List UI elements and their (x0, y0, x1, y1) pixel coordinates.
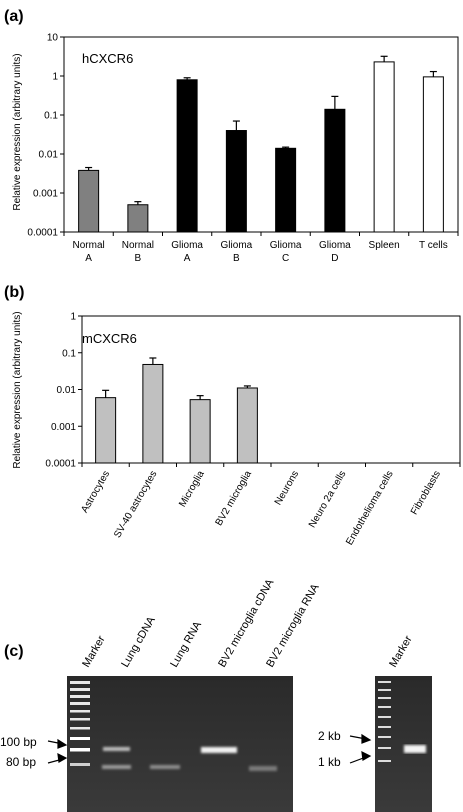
bar (78, 169, 100, 233)
panel-label-c: (c) (4, 643, 24, 660)
y-tick-label: 0.01 (39, 150, 59, 161)
x-tick-label: Glioma (319, 240, 351, 251)
y-tick-label: 0.01 (57, 385, 77, 396)
gel-image-right (375, 676, 432, 812)
bar (176, 79, 198, 233)
x-tick-label: Neurons (273, 469, 301, 507)
y-tick-label: 0.001 (51, 422, 76, 433)
chart-b-title: mCXCR6 (82, 331, 137, 346)
chart-a: Relative expression (arbitrary units) hC… (12, 33, 459, 264)
x-tick-label: SV-40 astrocytes (112, 469, 159, 540)
x-tick-label: Fibroblasts (409, 469, 443, 517)
y-tick-label: 10 (47, 33, 59, 44)
bar (373, 61, 395, 233)
plot-frame (63, 36, 459, 233)
bar (95, 397, 117, 464)
size-label-1kb: 1 kb (318, 755, 341, 769)
x-tick-label: B (233, 253, 240, 264)
x-tick-label: Neuro 2a cells (307, 469, 348, 530)
x-tick-label: Glioma (171, 240, 203, 251)
y-tick-label: 0.1 (44, 111, 58, 122)
bar (422, 76, 444, 233)
size-label-80bp: 80 bp (6, 755, 36, 769)
gel-band-right (404, 745, 426, 753)
bar (127, 204, 149, 233)
chart-a-ylabel: Relative expression (arbitrary units) (12, 53, 23, 210)
lane-label-right-marker: Marker (387, 634, 415, 670)
y-tick-label: 1 (70, 312, 76, 323)
x-tick-label: D (331, 253, 338, 264)
y-tick-label: 0.0001 (27, 228, 58, 239)
chart-b: Relative expression (arbitrary units) mC… (12, 311, 461, 547)
bar (225, 130, 247, 233)
y-tick-label: 1 (52, 72, 58, 83)
lane-label-lung-rna: Lung RNA (168, 619, 204, 670)
x-tick-label: Microglia (177, 469, 207, 510)
x-tick-label: A (85, 253, 92, 264)
size-label-2kb: 2 kb (318, 729, 341, 743)
lane-label-lung-cdna: Lung cDNA (119, 614, 158, 669)
marker-ladder-left (70, 681, 90, 766)
bar (142, 363, 164, 464)
arrow-icon (349, 733, 372, 764)
bar (275, 147, 297, 233)
x-tick-label: A (184, 253, 191, 264)
x-tick-label: C (282, 253, 289, 264)
x-tick-label: Spleen (369, 240, 400, 251)
x-tick-label: Normal (122, 240, 154, 251)
y-tick-label: 0.0001 (45, 459, 76, 470)
lane-label-bv2-rna: BV2 microglia RNA (264, 581, 322, 669)
x-tick-label: Normal (73, 240, 105, 251)
x-tick-label: Glioma (221, 240, 253, 251)
y-tick-label: 0.1 (62, 348, 76, 359)
marker-ladder-right (378, 681, 391, 762)
arrow-icon (47, 738, 68, 764)
x-tick-label: Astrocytes (79, 469, 112, 515)
y-tick-label: 0.001 (33, 189, 58, 200)
x-tick-label: B (135, 253, 142, 264)
gel-panel: Marker Lung cDNA Lung RNA BV2 microglia … (0, 577, 432, 812)
bar (324, 108, 346, 233)
x-tick-label: T cells (419, 240, 448, 251)
panel-label-a: (a) (4, 8, 24, 25)
gel-image-left (67, 676, 293, 812)
x-tick-label: Endothelioma cells (344, 469, 395, 547)
plot-frame (81, 315, 461, 464)
x-tick-label: Glioma (270, 240, 302, 251)
panel-label-b: (b) (4, 284, 24, 301)
x-tick-label: BV2 microglia (214, 469, 255, 528)
gel-bands (102, 747, 277, 771)
bar (236, 387, 258, 464)
bar (189, 399, 211, 464)
lane-label-marker: Marker (80, 634, 108, 670)
size-label-100bp: 100 bp (0, 735, 37, 749)
chart-a-title: hCXCR6 (82, 51, 133, 66)
chart-b-ylabel: Relative expression (arbitrary units) (12, 311, 23, 468)
